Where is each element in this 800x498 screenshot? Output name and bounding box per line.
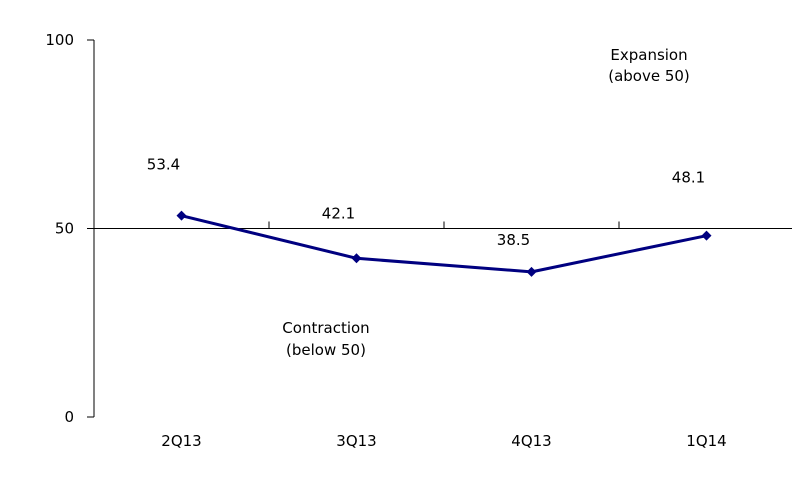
data-point-marker (526, 266, 537, 277)
series (176, 210, 712, 277)
y-tick-label: 100 (45, 31, 74, 49)
x-tick-label: 2Q13 (161, 432, 201, 450)
data-label: 48.1 (672, 169, 705, 187)
x-tick-label: 1Q14 (686, 432, 726, 450)
axes (93, 40, 792, 417)
expansion-sublabel: (above 50) (608, 67, 690, 85)
ticks: 0 50 100 2Q13 3Q13 4Q13 1Q14 (45, 31, 726, 450)
data-point-marker (176, 210, 187, 221)
data-label: 42.1 (322, 204, 355, 222)
contraction-sublabel: (below 50) (286, 341, 366, 359)
contraction-label: Contraction (282, 319, 369, 337)
x-tick-label: 4Q13 (511, 432, 551, 450)
data-point-marker (351, 253, 362, 264)
series-line (181, 214, 707, 274)
data-point-marker (701, 230, 712, 241)
contraction-annotation: Contraction (below 50) (282, 319, 369, 359)
x-tick-label: 3Q13 (336, 432, 376, 450)
labels: 53.4 42.1 38.5 48.1 (147, 156, 705, 249)
data-label: 53.4 (147, 156, 180, 174)
y-tick-label: 50 (55, 220, 74, 238)
data-label: 38.5 (497, 231, 530, 249)
y-tick-label: 0 (64, 408, 74, 426)
expansion-annotation: Expansion (above 50) (608, 46, 690, 85)
expansion-label: Expansion (610, 46, 687, 64)
